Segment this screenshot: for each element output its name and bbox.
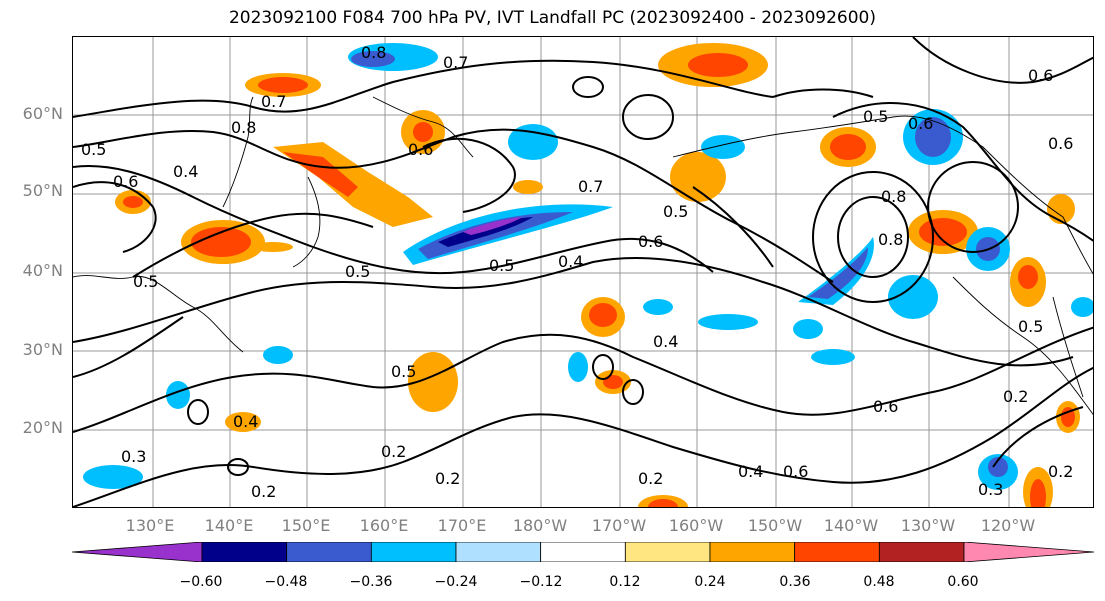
contour-label: 0.6 <box>783 462 808 481</box>
contour-label: 0.4 <box>738 462 763 481</box>
colorbar-segment <box>624 542 711 562</box>
contour-label: 0.8 <box>881 187 906 206</box>
lon-label: 150°W <box>747 516 803 535</box>
contour-label: 0.5 <box>663 202 688 221</box>
colorbar-tick: −0.60 <box>179 574 223 590</box>
map-plot: 0.8 0.7 0.6 0.7 0.8 0.5 0.4 0.6 0.7 0.6 … <box>72 36 1094 508</box>
colorbar-extend-min <box>72 542 203 562</box>
lon-label: 160°W <box>668 516 724 535</box>
contour-label: 0.7 <box>578 177 603 196</box>
colorbar-segment <box>455 542 542 562</box>
lon-label: 160°E <box>359 516 409 535</box>
contour-label: 0.7 <box>261 92 286 111</box>
lon-label: 120°W <box>980 516 1036 535</box>
pv-shading <box>83 43 1093 507</box>
contour-label: 0.3 <box>121 447 146 466</box>
colorbar-tick: −0.24 <box>434 574 478 590</box>
colorbar-segment <box>709 542 796 562</box>
contour-label: 0.7 <box>443 53 468 72</box>
colorbar-tick: −0.48 <box>264 574 308 590</box>
contour-label: 0.5 <box>1018 317 1043 336</box>
colorbar-tick: 0.36 <box>779 574 811 590</box>
colorbar-tick: 0.60 <box>947 574 979 590</box>
lon-label: 140°W <box>823 516 879 535</box>
contour-label: 0.5 <box>81 140 106 159</box>
pv-contours <box>73 37 1093 507</box>
colorbar-segment <box>794 542 880 562</box>
lat-label-30n: 30°N <box>22 340 63 359</box>
map-svg: 0.8 0.7 0.6 0.7 0.8 0.5 0.4 0.6 0.7 0.6 … <box>73 37 1093 507</box>
colorbar-segment <box>286 542 372 562</box>
lon-label: 130°E <box>125 516 175 535</box>
contour-label: 0.2 <box>435 469 460 488</box>
contour-label: 0.4 <box>173 162 198 181</box>
contour-label: 0.6 <box>113 172 138 191</box>
contour-labels: 0.8 0.7 0.6 0.7 0.8 0.5 0.4 0.6 0.7 0.6 … <box>81 43 1073 501</box>
contour-label: 0.5 <box>863 107 888 126</box>
colorbar-extend-max <box>963 542 1094 562</box>
contour-label: 0.2 <box>381 442 406 461</box>
contour-label: 0.5 <box>489 256 514 275</box>
map-title: 2023092100 F084 700 hPa PV, IVT Landfall… <box>228 8 876 28</box>
contour-label: 0.6 <box>408 140 433 159</box>
colorbar-tick: −0.36 <box>349 574 393 590</box>
colorbar-tick: 0.48 <box>863 574 895 590</box>
lon-label: 130°W <box>900 516 956 535</box>
colorbar-segment <box>878 542 965 562</box>
contour-label: 0.5 <box>133 272 158 291</box>
lat-label-40n: 40°N <box>22 261 63 280</box>
colorbar <box>72 542 1094 562</box>
contour-label: 0.6 <box>638 232 663 251</box>
contour-label: 0.5 <box>345 262 370 281</box>
lat-label-50n: 50°N <box>22 181 63 200</box>
contour-label: 0.6 <box>1048 134 1073 153</box>
graticule <box>73 37 1093 507</box>
colorbar-tick: −0.12 <box>519 574 563 590</box>
colorbar-tick: 0.24 <box>694 574 726 590</box>
contour-label: 0.8 <box>231 118 256 137</box>
colorbar-segment <box>370 542 457 562</box>
contour-label: 0.8 <box>361 43 386 62</box>
coastlines <box>73 96 1093 416</box>
contour-label: 0.2 <box>1003 387 1028 406</box>
contour-label: 0.4 <box>653 332 678 351</box>
contour-label: 0.2 <box>638 469 663 488</box>
contour-label: 0.2 <box>1048 462 1073 481</box>
lon-label: 150°E <box>281 516 331 535</box>
colorbar-segment <box>540 542 626 562</box>
contour-label: 0.6 <box>908 114 933 133</box>
contour-label: 0.6 <box>1028 66 1053 85</box>
lon-label: 180°W <box>512 516 568 535</box>
contour-label: 0.4 <box>558 252 583 271</box>
contour-label: 0.8 <box>878 230 903 249</box>
colorbar-segment <box>201 542 288 562</box>
contour-label: 0.6 <box>873 397 898 416</box>
lon-label: 170°W <box>591 516 647 535</box>
contour-label: 0.3 <box>978 480 1003 499</box>
contour-label: 0.5 <box>391 362 416 381</box>
lon-label: 140°E <box>204 516 254 535</box>
lat-label-20n: 20°N <box>22 418 63 437</box>
lon-label: 170°E <box>437 516 487 535</box>
contour-label: 0.2 <box>251 482 276 501</box>
lat-label-60n: 60°N <box>22 104 63 123</box>
contour-label: 0.4 <box>233 412 258 431</box>
colorbar-tick: 0.12 <box>609 574 641 590</box>
